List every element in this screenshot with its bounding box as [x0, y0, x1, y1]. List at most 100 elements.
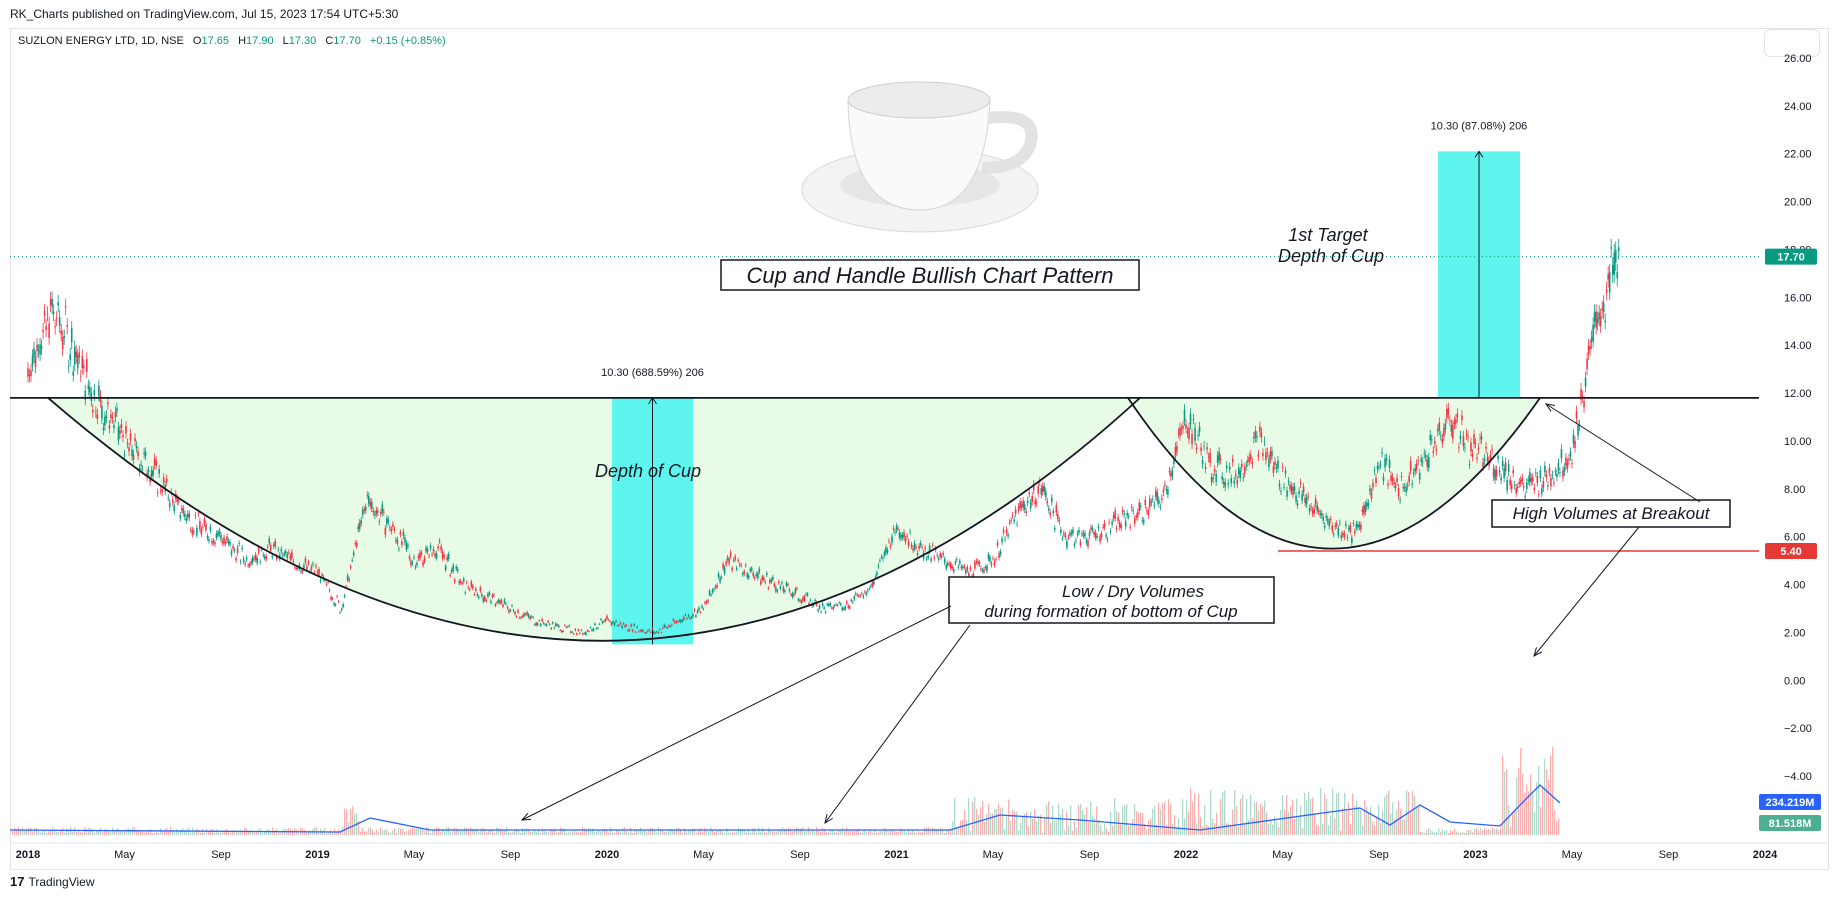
- volume-bar: [720, 829, 722, 835]
- candle-body: [784, 590, 786, 592]
- candle-body: [51, 298, 53, 307]
- candle-body: [939, 553, 942, 557]
- volume-bar: [1366, 806, 1368, 835]
- tradingview-logo-icon[interactable]: 17: [10, 874, 25, 889]
- volume-bar: [1446, 830, 1448, 835]
- y-tick-label: 0.00: [1784, 675, 1805, 687]
- candle-body: [1331, 525, 1334, 532]
- volume-bar: [402, 828, 404, 835]
- candle-body: [646, 630, 649, 632]
- candle-body: [1139, 505, 1142, 507]
- candle-body: [119, 430, 121, 435]
- candle-body: [710, 594, 712, 596]
- candle-body: [514, 612, 516, 615]
- candle-body: [1147, 510, 1150, 516]
- footer-brand[interactable]: TradingView: [28, 874, 95, 889]
- volume-bar: [866, 832, 868, 835]
- candle-body: [193, 531, 195, 533]
- candle-body: [1494, 469, 1496, 480]
- symbol-name[interactable]: SUZLON ENERGY LTD, 1D, NSE: [18, 35, 184, 47]
- volume-bar: [1056, 820, 1058, 835]
- candle-body: [654, 632, 657, 634]
- candle-body: [220, 534, 222, 540]
- candle-body: [735, 567, 738, 570]
- volume-bar: [800, 828, 802, 835]
- volume-bar: [458, 829, 460, 835]
- candle-body: [250, 561, 252, 564]
- volume-bar: [412, 827, 414, 835]
- candle-body: [966, 566, 969, 571]
- volume-bar: [1532, 794, 1534, 835]
- candle-body: [666, 627, 669, 629]
- candle-body: [835, 604, 837, 606]
- volume-bar: [910, 831, 912, 835]
- candle-body: [533, 624, 536, 626]
- volume-bar: [234, 829, 236, 835]
- candle-body: [571, 631, 574, 633]
- candle-body: [475, 588, 477, 591]
- candle-body: [1538, 494, 1540, 495]
- candle-body: [416, 562, 418, 566]
- candle-body: [1112, 515, 1115, 519]
- candle-body: [1462, 435, 1465, 446]
- volume-bar: [1202, 826, 1204, 835]
- cup-fill-large: [48, 397, 1140, 641]
- candle-body: [444, 566, 447, 570]
- volume-bar: [1172, 824, 1174, 835]
- candle-body: [1179, 427, 1181, 436]
- volume-bar: [1026, 812, 1028, 835]
- candle-body: [856, 594, 859, 596]
- candle-body: [30, 370, 32, 376]
- volume-bar: [954, 798, 956, 835]
- volume-bar: [1464, 832, 1466, 835]
- candle-body: [1471, 453, 1474, 457]
- candle-body: [809, 599, 812, 601]
- candle-body: [744, 565, 747, 567]
- volume-bar: [894, 831, 896, 835]
- volume-bar: [1348, 802, 1350, 835]
- volume-bar: [1082, 810, 1084, 835]
- volume-bar: [112, 827, 114, 835]
- volume-bar: [426, 827, 428, 835]
- candle-body: [307, 561, 310, 564]
- candle-body: [1114, 510, 1116, 519]
- candle-body: [303, 564, 305, 569]
- candle-body: [114, 411, 117, 418]
- candle-body: [1470, 442, 1472, 452]
- candle-body: [188, 513, 191, 518]
- candle-body: [826, 603, 828, 605]
- volume-bar: [1318, 825, 1320, 835]
- chart-settings-button[interactable]: [1764, 29, 1820, 57]
- candle-body: [897, 528, 899, 529]
- candle-body: [1078, 530, 1080, 533]
- volume-bar: [660, 828, 662, 835]
- volume-bar: [1480, 827, 1482, 835]
- candle-body: [527, 614, 530, 618]
- volume-bar: [946, 829, 948, 835]
- volume-bar: [834, 831, 836, 835]
- candle-body: [419, 552, 421, 559]
- volume-bar: [582, 827, 584, 835]
- volume-bar: [104, 829, 106, 835]
- candle-body: [963, 566, 966, 568]
- candle-body: [1334, 525, 1337, 527]
- volume-bar: [1334, 818, 1336, 835]
- volume-bar: [770, 830, 772, 835]
- candle-body: [1060, 529, 1062, 533]
- volume-bar: [1324, 793, 1326, 835]
- volume-bar: [172, 829, 174, 835]
- candle-body: [1242, 477, 1245, 478]
- volume-bar: [1110, 811, 1112, 835]
- volume-bar: [1198, 793, 1200, 835]
- candle-body: [1155, 490, 1157, 497]
- candle-body: [782, 586, 785, 592]
- candle-body: [81, 355, 84, 369]
- candle-body: [241, 547, 243, 550]
- candle-body: [1054, 527, 1056, 530]
- volume-bar: [818, 830, 820, 835]
- candle-body: [432, 549, 435, 552]
- candle-body: [499, 600, 501, 604]
- candle-body: [472, 585, 474, 589]
- volume-bar: [1024, 813, 1026, 835]
